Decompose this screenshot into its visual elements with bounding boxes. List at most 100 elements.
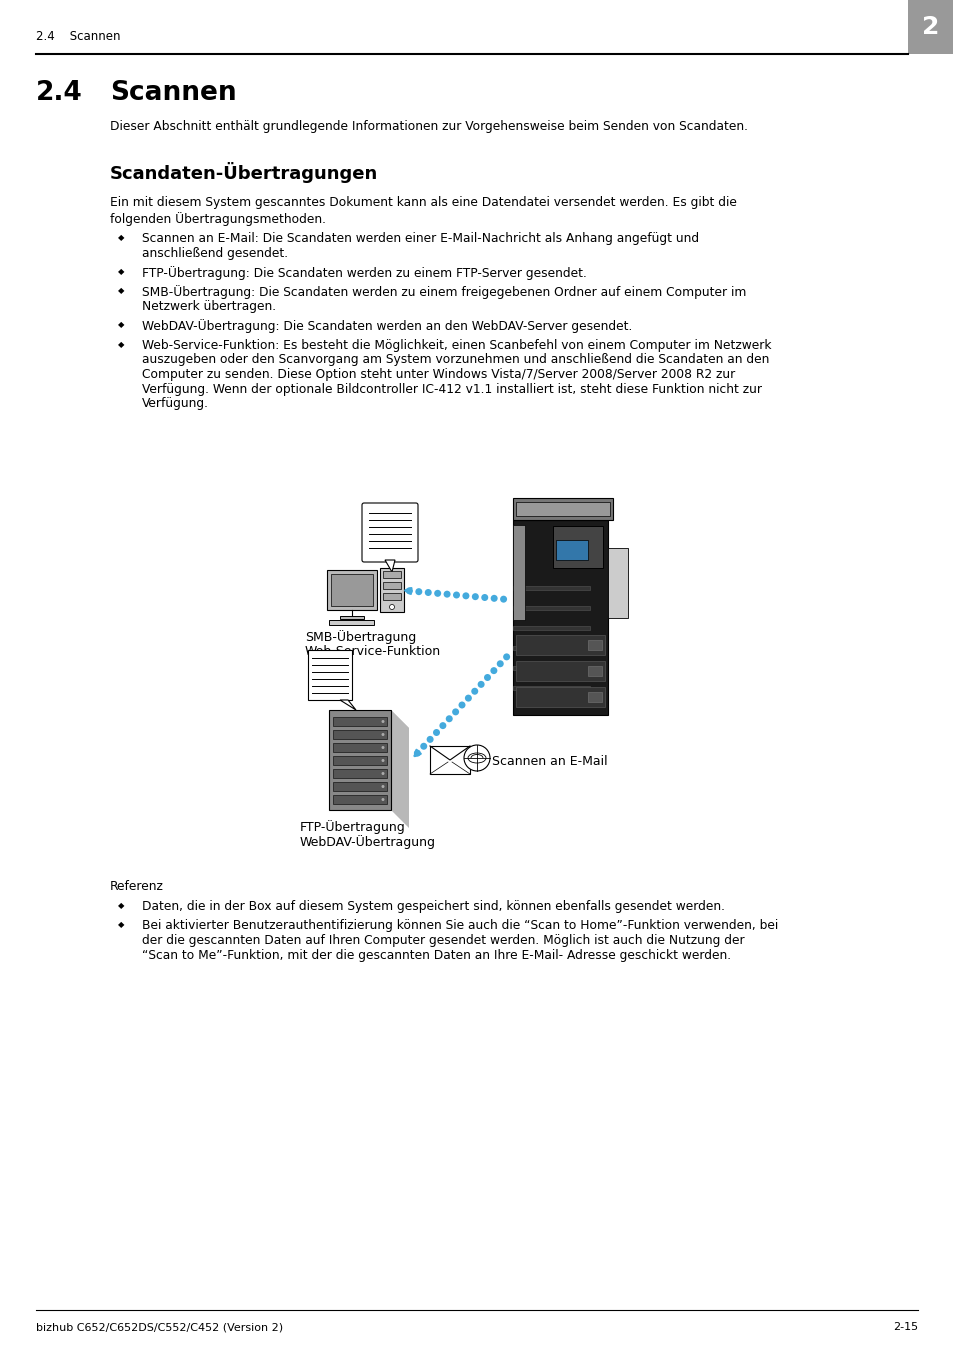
Bar [513, 686, 589, 690]
Circle shape [502, 653, 510, 660]
Text: Dieser Abschnitt enthält grundlegende Informationen zur Vorgehensweise beim Send: Dieser Abschnitt enthält grundlegende In… [110, 120, 747, 134]
Bar [308, 649, 352, 701]
Text: Scannen an E-Mail: Die Scandaten werden einer E-Mail-Nachricht als Anhang angefü: Scannen an E-Mail: Die Scandaten werden … [142, 232, 699, 244]
Text: Verfügung. Wenn der optionale Bildcontroller IC-412 v1.1 installiert ist, steht : Verfügung. Wenn der optionale Bildcontro… [142, 382, 761, 396]
Circle shape [499, 595, 507, 602]
Circle shape [463, 745, 490, 771]
Bar [333, 795, 387, 805]
Text: SMB-Übertragung: Die Scandaten werden zu einem freigegebenen Ordner auf einem Co: SMB-Übertragung: Die Scandaten werden zu… [142, 285, 745, 300]
Text: FTP-Übertragung: FTP-Übertragung [299, 819, 405, 834]
Circle shape [439, 722, 446, 729]
Text: Web-Service-Funktion: Es besteht die Möglichkeit, einen Scanbefehl von einem Com: Web-Service-Funktion: Es besteht die Mög… [142, 339, 771, 352]
Bar [333, 782, 387, 791]
Polygon shape [339, 701, 355, 710]
Bar [329, 620, 374, 625]
Text: ◆: ◆ [118, 286, 125, 296]
Bar [382, 593, 400, 599]
Bar [513, 525, 524, 620]
Bar [333, 756, 387, 765]
Circle shape [452, 709, 458, 716]
Text: auszugeben oder den Scanvorgang am System vorzunehmen und anschließend die Scand: auszugeben oder den Scanvorgang am Syste… [142, 354, 768, 366]
Circle shape [434, 590, 440, 597]
Circle shape [471, 687, 477, 695]
Bar [382, 571, 400, 578]
Circle shape [445, 716, 453, 722]
Bar [333, 730, 387, 738]
Bar [907, 0, 953, 54]
Bar [516, 634, 604, 655]
Bar [516, 662, 604, 680]
Text: ◆: ◆ [118, 267, 125, 275]
Circle shape [381, 720, 384, 724]
Text: der die gescannten Daten auf Ihren Computer gesendet werden. Möglich ist auch di: der die gescannten Daten auf Ihren Compu… [142, 934, 744, 946]
Text: bizhub C652/C652DS/C552/C452 (Version 2): bizhub C652/C652DS/C552/C452 (Version 2) [36, 1322, 283, 1332]
Circle shape [381, 784, 384, 788]
Text: 2: 2 [922, 15, 939, 39]
Text: Bei aktivierter Benutzerauthentifizierung können Sie auch die “Scan to Home”-Fun: Bei aktivierter Benutzerauthentifizierun… [142, 919, 778, 933]
Text: Ein mit diesem System gescanntes Dokument kann als eine Datendatei versendet wer: Ein mit diesem System gescanntes Dokumen… [110, 196, 736, 209]
Text: Verfügung.: Verfügung. [142, 397, 209, 410]
Bar [513, 647, 589, 649]
Bar [333, 743, 387, 752]
Circle shape [458, 702, 465, 709]
Bar [327, 570, 376, 610]
Text: Scannen an E-Mail: Scannen an E-Mail [492, 755, 607, 768]
Bar [516, 687, 604, 707]
Bar [329, 710, 391, 810]
Bar [553, 526, 602, 568]
Circle shape [424, 589, 432, 595]
Bar [556, 540, 587, 560]
Polygon shape [391, 710, 409, 828]
Polygon shape [329, 710, 409, 728]
Text: 2-15: 2-15 [892, 1322, 917, 1332]
Circle shape [497, 660, 503, 667]
Bar [513, 498, 613, 520]
Text: “Scan to Me”-Funktion, mit der die gescannten Daten an Ihre E-Mail- Adresse gesc: “Scan to Me”-Funktion, mit der die gesca… [142, 949, 730, 961]
Text: ◆: ◆ [118, 921, 125, 930]
Circle shape [480, 594, 488, 601]
Circle shape [405, 587, 413, 594]
Bar [513, 666, 589, 670]
Circle shape [443, 591, 450, 598]
Bar [339, 616, 364, 620]
Circle shape [381, 747, 384, 749]
Circle shape [453, 591, 459, 598]
Text: Scannen: Scannen [110, 80, 236, 107]
Circle shape [381, 798, 384, 801]
Bar [430, 747, 470, 774]
Polygon shape [385, 560, 395, 572]
Text: FTP-Übertragung: Die Scandaten werden zu einem FTP-Server gesendet.: FTP-Übertragung: Die Scandaten werden zu… [142, 266, 586, 279]
Circle shape [464, 695, 472, 702]
Bar [333, 717, 387, 726]
Circle shape [483, 674, 491, 680]
Circle shape [490, 667, 497, 674]
Bar [513, 626, 589, 630]
Bar [333, 769, 387, 778]
Circle shape [389, 605, 395, 609]
Circle shape [426, 736, 434, 742]
Circle shape [414, 749, 420, 756]
Circle shape [490, 595, 497, 602]
Circle shape [472, 593, 478, 601]
FancyBboxPatch shape [361, 504, 417, 562]
Text: WebDAV-Übertragung: Die Scandaten werden an den WebDAV-Server gesendet.: WebDAV-Übertragung: Die Scandaten werden… [142, 320, 632, 333]
Text: Scandaten-Übertragungen: Scandaten-Übertragungen [110, 162, 377, 184]
Text: Daten, die in der Box auf diesem System gespeichert sind, können ebenfalls gesen: Daten, die in der Box auf diesem System … [142, 900, 724, 913]
Text: anschließend gesendet.: anschließend gesendet. [142, 247, 288, 259]
Bar [331, 574, 373, 606]
Text: ◆: ◆ [118, 320, 125, 329]
Circle shape [462, 593, 469, 599]
Text: Referenz: Referenz [110, 880, 164, 892]
Circle shape [381, 733, 384, 736]
Circle shape [433, 729, 439, 736]
Text: WebDAV-Übertragung: WebDAV-Übertragung [299, 836, 436, 849]
Bar [587, 693, 601, 702]
Bar [516, 502, 609, 516]
Bar [587, 640, 601, 649]
Bar [513, 606, 589, 610]
Bar [607, 548, 627, 618]
Text: Web-Service-Funktion: Web-Service-Funktion [305, 645, 440, 657]
Text: ◆: ◆ [118, 234, 125, 242]
Text: ◆: ◆ [118, 900, 125, 910]
Text: 2.4: 2.4 [36, 80, 83, 107]
